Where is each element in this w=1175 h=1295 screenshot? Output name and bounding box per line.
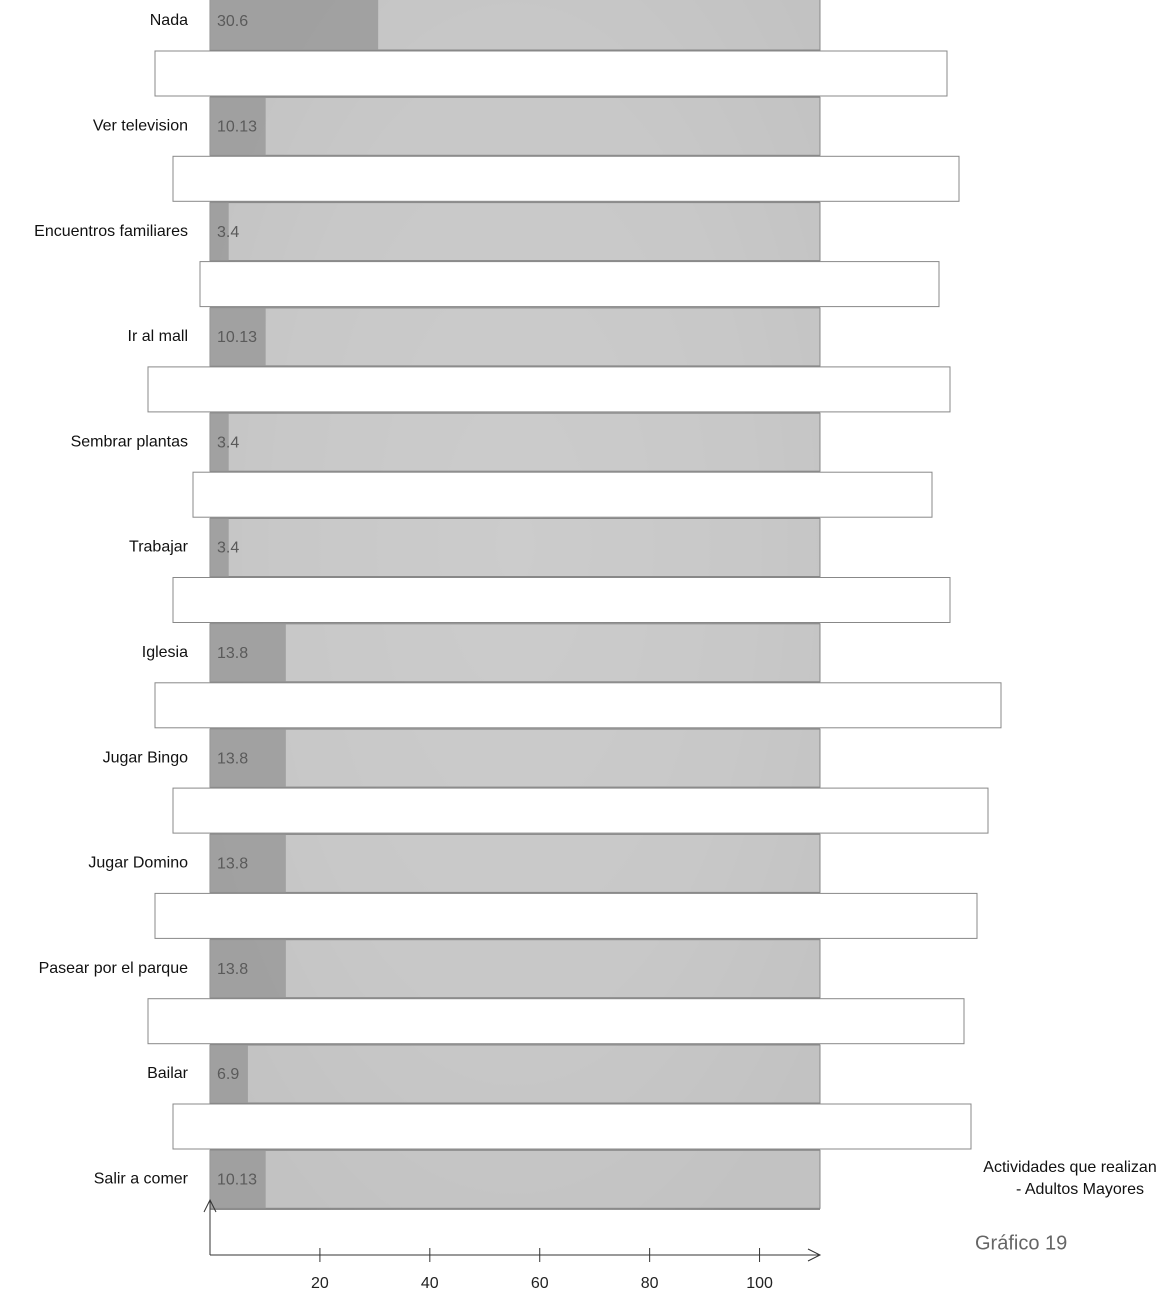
separator-box (199, 261, 940, 308)
y-tick-label: Salir a comer (94, 1171, 189, 1188)
value-label: 13.8 (217, 750, 248, 767)
y-tick-label: Pasear por el parque (39, 960, 189, 977)
value-label: 13.8 (217, 856, 248, 873)
bar-track (209, 518, 821, 577)
bar-track (209, 202, 821, 262)
bar-track (209, 833, 821, 893)
separator-box (154, 50, 948, 97)
y-tick-label: Bailar (147, 1065, 189, 1082)
separator-box (147, 998, 965, 1045)
value-label: 3.4 (217, 540, 239, 557)
bar-track (209, 728, 821, 788)
bar (210, 202, 229, 261)
bar (210, 518, 229, 577)
value-label: 3.4 (217, 434, 239, 451)
bar-track (209, 412, 821, 472)
chart-title: - Adultos Mayores (1016, 1181, 1144, 1198)
bar-track (209, 307, 821, 367)
y-tick-label: Nada (150, 12, 188, 29)
caption: Gráfico 19 (975, 1232, 1067, 1254)
x-tick-label: 40 (421, 1275, 439, 1292)
value-label: 30.6 (217, 13, 248, 30)
y-tick-label: Ver television (93, 118, 188, 135)
value-label: 3.4 (217, 224, 239, 241)
x-tick-label: 60 (531, 1275, 549, 1292)
y-axis-arrow (203, 1198, 217, 1213)
separator-box (172, 787, 989, 834)
bar (210, 729, 286, 788)
bar (210, 413, 229, 472)
value-label: 10.13 (217, 1172, 257, 1189)
bar (210, 939, 286, 998)
separator-box (172, 1103, 972, 1150)
bar (210, 0, 379, 50)
bar-track (209, 623, 821, 683)
bar-track (209, 1044, 821, 1104)
separator-box (172, 577, 951, 623)
bar (210, 834, 286, 893)
bar (210, 623, 286, 682)
separator-box (154, 682, 1002, 729)
bar (210, 1150, 266, 1209)
x-tick-label: 20 (311, 1275, 329, 1292)
value-label: 6.9 (217, 1066, 239, 1083)
bar (210, 97, 266, 156)
chart-title: Actividades que realizan (983, 1159, 1156, 1176)
separator-box (147, 366, 951, 413)
value-label: 10.13 (217, 329, 257, 346)
y-tick-label: Jugar Bingo (103, 749, 188, 766)
y-tick-label: Sembrar plantas (71, 433, 188, 450)
y-tick-label: Iglesia (142, 644, 188, 661)
y-tick-label: Encuentros familiares (34, 223, 188, 240)
x-tick-label: 100 (746, 1275, 773, 1292)
bar-track (209, 96, 821, 156)
x-tick-label: 80 (641, 1275, 659, 1292)
separator-box (172, 155, 960, 202)
bar-track (209, 1149, 821, 1209)
value-label: 13.8 (217, 961, 248, 978)
y-tick-label: Jugar Domino (88, 855, 188, 872)
bar (210, 307, 266, 366)
y-tick-label: Ir al mall (128, 328, 188, 345)
y-tick-label: Trabajar (129, 539, 189, 556)
value-label: 10.13 (217, 119, 257, 136)
value-label: 13.8 (217, 645, 248, 662)
bar (210, 1045, 248, 1103)
x-axis-arrow (807, 1248, 822, 1262)
separator-box (192, 471, 933, 518)
bar-track (209, 939, 821, 999)
separator-box (154, 892, 978, 939)
